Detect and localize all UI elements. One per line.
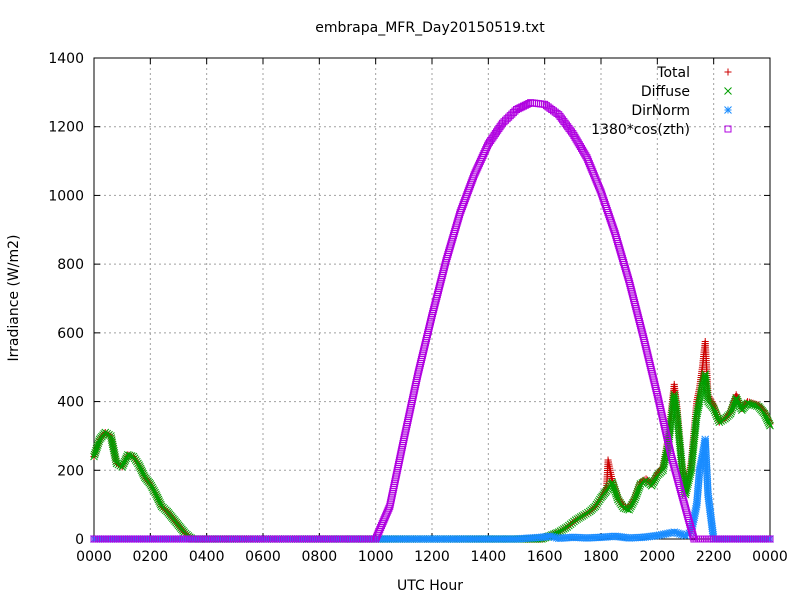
data-point <box>552 533 561 542</box>
data-point <box>640 477 649 486</box>
legend-marker <box>724 87 732 95</box>
data-point <box>679 531 688 539</box>
legend-label: Diffuse <box>641 84 690 100</box>
data-point <box>683 530 692 539</box>
y-axis-label: Irradiance (W/m2) <box>6 235 22 362</box>
data-point <box>636 480 645 488</box>
data-point <box>105 430 113 439</box>
legend-marker <box>724 68 732 76</box>
y-tick-label: 1000 <box>48 188 84 204</box>
data-point <box>613 493 622 502</box>
data-point <box>709 404 718 413</box>
data-point <box>550 533 559 542</box>
data-point <box>582 509 590 518</box>
x-tick-label: 0600 <box>245 549 281 565</box>
data-point <box>670 528 679 536</box>
x-tick-label: 0000 <box>752 549 788 565</box>
x-tick-label: 1800 <box>583 549 619 565</box>
series-1 <box>90 370 774 543</box>
x-tick-label: 1600 <box>527 549 563 565</box>
data-point <box>681 531 690 540</box>
y-tick-label: 1200 <box>48 120 84 136</box>
data-point <box>715 418 724 427</box>
marks <box>90 99 774 543</box>
x-tick-label: 1000 <box>358 549 394 565</box>
data-point <box>700 372 709 381</box>
y-tick-label: 200 <box>57 463 84 479</box>
data-point <box>112 459 121 468</box>
data-point <box>710 406 719 415</box>
data-point <box>711 408 720 417</box>
data-point <box>765 420 774 428</box>
data-point <box>712 410 720 419</box>
data-point <box>580 511 588 519</box>
y-tick-label: 0 <box>75 532 84 548</box>
tick-labels: 0000 0200 0400 0600 0800 1000 1200 1400 1600 1800… <box>48 51 787 565</box>
legend: Total Diffuse DirNorm 1380*cos(zth) <box>591 65 732 138</box>
x-tick-label: 1400 <box>471 549 507 565</box>
data-point <box>766 421 774 430</box>
x-tick-label: 0000 <box>76 549 112 565</box>
y-tick-label: 400 <box>57 395 84 411</box>
data-point <box>584 508 592 517</box>
data-point <box>719 416 727 424</box>
x-tick-label: 2000 <box>640 549 676 565</box>
legend-label: 1380*cos(zth) <box>591 122 690 138</box>
grid <box>94 58 770 539</box>
data-point <box>717 417 726 425</box>
legend-label: Total <box>656 65 690 81</box>
data-point <box>766 535 774 543</box>
data-point <box>677 530 686 539</box>
data-point <box>676 529 684 538</box>
x-tick-label: 0400 <box>189 549 225 565</box>
data-point <box>672 528 680 537</box>
y-tick-label: 600 <box>57 326 84 342</box>
y-tick-label: 800 <box>57 257 84 273</box>
chart-title: embrapa_MFR_Day20150519.txt <box>315 20 545 36</box>
x-tick-label: 0800 <box>302 549 338 565</box>
legend-marker <box>724 125 732 133</box>
data-point <box>674 529 682 538</box>
x-axis-label: UTC Hour <box>397 578 463 594</box>
y-tick-label: 1400 <box>48 51 84 67</box>
data-point <box>546 532 555 541</box>
series-3 <box>90 99 774 543</box>
legend-label: DirNorm <box>631 103 690 119</box>
data-point <box>766 535 774 543</box>
legend-marker <box>724 106 732 114</box>
data-point <box>548 532 557 541</box>
x-tick-label: 1200 <box>414 549 450 565</box>
x-tick-label: 2200 <box>696 549 732 565</box>
x-tick-label: 0200 <box>133 549 169 565</box>
